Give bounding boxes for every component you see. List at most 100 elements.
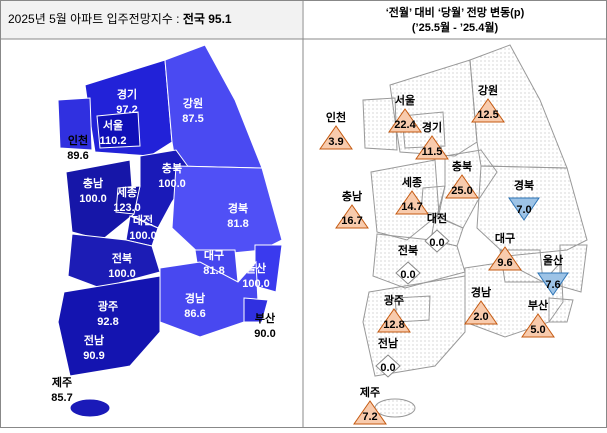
region-name: 대구 (495, 231, 515, 245)
region-name: 서울 (395, 93, 415, 107)
left-region-shape (115, 185, 141, 215)
region-change: 16.7 (341, 215, 362, 227)
region-name: 경남 (185, 291, 205, 305)
up-triangle (377, 308, 411, 333)
region-change: 25.0 (451, 185, 472, 197)
left-region-shape (57, 275, 161, 377)
region-name: 경기 (422, 120, 442, 134)
region-name: 인천 (68, 133, 88, 147)
region-value: 100.0 (242, 278, 270, 290)
up-triangle (415, 135, 449, 160)
right-region-shape (370, 159, 440, 241)
region-name: 충남 (342, 189, 362, 203)
down-triangle (508, 197, 540, 221)
up-triangle (388, 108, 422, 133)
region-change: 0.0 (400, 269, 415, 281)
flat-diamond (395, 261, 421, 285)
region-change: 12.8 (383, 319, 404, 331)
region-change: 14.7 (401, 201, 422, 213)
region-name: 울산 (543, 253, 563, 267)
region-change: 22.4 (394, 119, 416, 131)
up-triangle (445, 174, 479, 199)
region-change: 0.0 (380, 362, 395, 374)
up-triangle (464, 300, 498, 325)
region-name: 전북 (112, 251, 132, 265)
up-triangle (335, 204, 369, 229)
left-region-shape (57, 97, 93, 151)
region-name: 대전 (133, 213, 153, 227)
region-name: 세종 (402, 175, 422, 189)
right-region-shape (362, 97, 398, 151)
region-name: 울산 (246, 261, 266, 275)
left-region-shape (65, 159, 135, 241)
region-name: 대전 (427, 211, 447, 225)
left-region-shape (243, 297, 269, 323)
up-triangle (488, 246, 522, 271)
region-name: 충남 (83, 176, 103, 190)
up-triangle (353, 400, 387, 425)
region-value: 100.0 (129, 230, 157, 242)
region-change: 7.2 (362, 411, 377, 423)
region-name: 광주 (384, 294, 404, 307)
region-name: 전남 (378, 336, 398, 350)
region-name: 대구 (204, 248, 224, 262)
up-triangle (395, 190, 429, 215)
up-triangle (319, 125, 353, 150)
region-name: 충북 (162, 161, 182, 175)
region-change: 0.0 (429, 237, 444, 249)
region-change: 11.5 (422, 146, 443, 158)
down-triangle (537, 272, 569, 296)
region-change: 9.6 (497, 257, 512, 269)
region-value: 100.0 (158, 178, 186, 190)
left-region-shape (69, 398, 111, 418)
region-change: 7.6 (545, 279, 560, 291)
right-region-shape (374, 398, 416, 418)
region-name: 경남 (471, 285, 491, 299)
region-name: 강원 (478, 83, 498, 97)
right-title: ‘전월’ 대비 ‘당월’ 전망 변동(p) (386, 5, 525, 19)
up-triangle (471, 98, 505, 123)
region-name: 전북 (398, 243, 418, 257)
region-value: 81.8 (203, 265, 224, 277)
region-name: 부산 (528, 298, 548, 312)
region-name: 전남 (84, 333, 104, 347)
region-value: 100.0 (108, 268, 136, 280)
region-name: 세종 (117, 185, 137, 199)
region-name: 서울 (103, 118, 123, 132)
left-header-bg (1, 1, 302, 39)
region-change: 5.0 (530, 324, 545, 336)
region-value: 97.2 (116, 104, 137, 116)
left-region-shape (96, 111, 141, 149)
region-name: 강원 (183, 96, 203, 110)
region-value: 90.9 (83, 350, 104, 362)
region-value: 86.6 (184, 308, 205, 320)
region-name: 인천 (326, 110, 346, 124)
right-region-shape (362, 275, 466, 377)
region-name: 제주 (360, 385, 380, 399)
region-value: 81.8 (227, 218, 248, 230)
right-period: (’25.5월 - ’25.4월) (412, 20, 499, 34)
region-value: 87.5 (182, 113, 203, 125)
region-change: 12.5 (477, 109, 498, 121)
region-value: 92.8 (97, 316, 118, 328)
region-value: 110.2 (100, 135, 127, 147)
region-name: 경북 (514, 178, 534, 192)
right-region-shape (420, 185, 446, 215)
left-title: 2025년 5월 아파트 입주전망지수 : 전국 95.1 (8, 11, 232, 26)
region-change: 2.0 (473, 311, 488, 323)
right-region-shape (548, 297, 574, 323)
region-name: 충북 (452, 159, 472, 173)
region-value: 123.0 (113, 202, 141, 214)
region-name: 제주 (52, 375, 72, 389)
flat-diamond (424, 229, 450, 253)
region-name: 부산 (255, 311, 275, 325)
region-change: 7.0 (516, 204, 531, 216)
region-value: 85.7 (51, 392, 72, 404)
region-name: 경기 (117, 87, 137, 101)
region-name: 경북 (228, 201, 248, 215)
region-change: 3.9 (328, 136, 343, 148)
region-value: 100.0 (79, 193, 107, 205)
region-value: 90.0 (254, 328, 275, 340)
region-name: 광주 (98, 300, 118, 313)
